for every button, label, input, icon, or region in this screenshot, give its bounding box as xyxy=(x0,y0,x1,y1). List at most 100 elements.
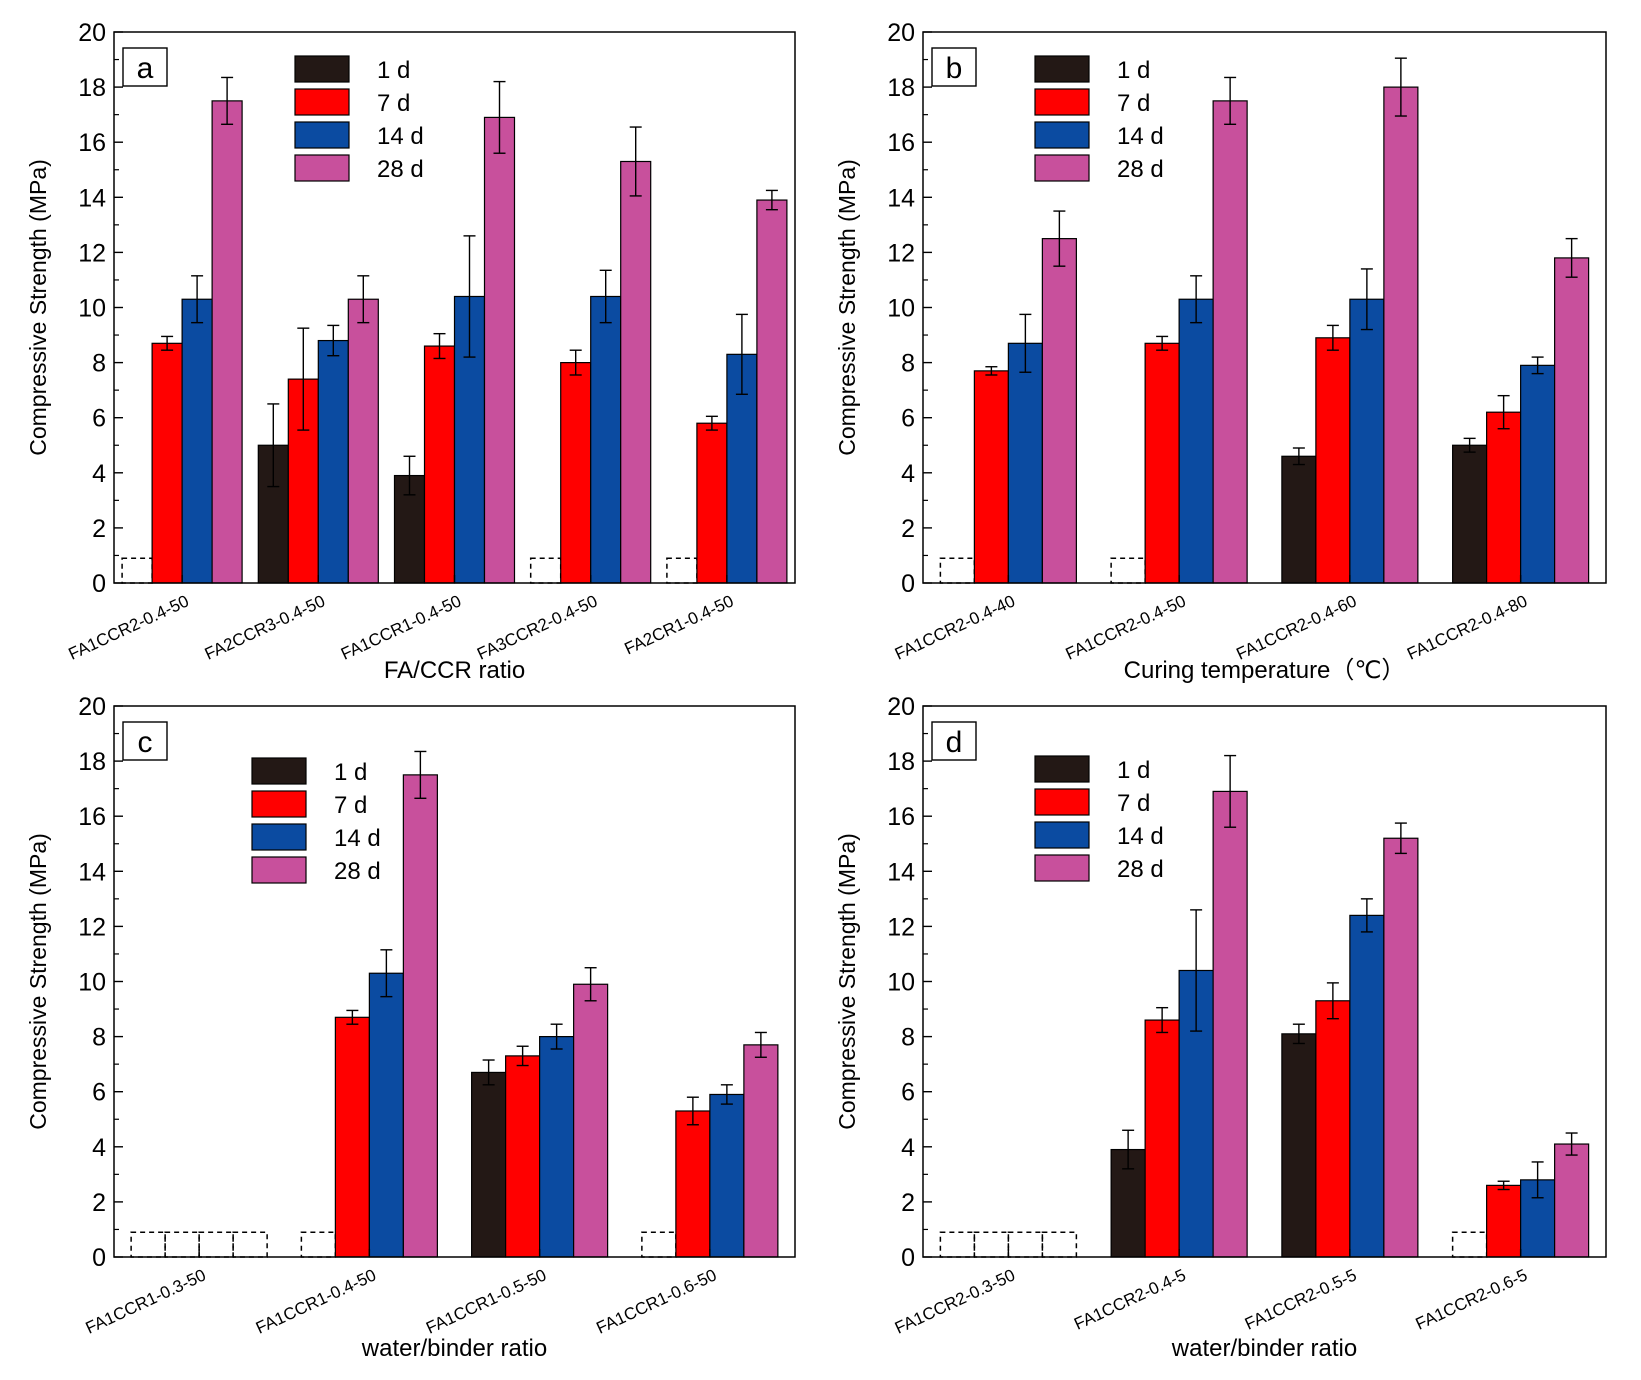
error-bar xyxy=(191,275,204,324)
bar-28d-3 xyxy=(743,1044,779,1258)
bar-28d-3 xyxy=(1554,257,1590,584)
error-bar xyxy=(482,1059,495,1086)
y-tick-label: 12 xyxy=(887,913,915,941)
bar-not-measured xyxy=(164,1231,200,1258)
bar-not-measured xyxy=(529,557,562,584)
y-tick-label: 20 xyxy=(887,19,915,47)
y-tick-label: 4 xyxy=(92,460,106,488)
bar-28d-0 xyxy=(1041,238,1077,584)
error-bar xyxy=(1156,335,1169,351)
bar-not-measured xyxy=(641,1231,677,1258)
bar-1d-2 xyxy=(1281,455,1317,584)
y-tick-label: 6 xyxy=(901,405,915,433)
bar-14d-0 xyxy=(181,298,213,584)
panel-label: c xyxy=(138,726,153,759)
bar-7d-3 xyxy=(1486,1184,1522,1258)
x-tick-label: FA1CCR2-0.4-60 xyxy=(1233,591,1359,663)
legend: 1 d 7 d 14 d 28 d xyxy=(294,55,424,183)
bar-7d-0 xyxy=(151,342,183,584)
error-bar xyxy=(1019,313,1032,373)
bar-not-measured xyxy=(1451,1231,1488,1258)
bar-not-measured xyxy=(300,1231,337,1258)
panel-label: d xyxy=(946,726,963,759)
legend-label: 1 d xyxy=(1117,57,1150,84)
error-bar xyxy=(267,403,280,488)
x-tick-label: FA3CCR2-0.4-50 xyxy=(474,591,600,663)
y-tick-label: 18 xyxy=(887,74,915,102)
y-tick-label: 12 xyxy=(887,239,915,267)
y-tick-label: 4 xyxy=(901,460,915,488)
error-bar xyxy=(1053,210,1066,267)
x-tick-label: FA1CCR2-0.5-5 xyxy=(1242,1265,1360,1333)
bar-not-measured xyxy=(973,1231,1010,1258)
x-tick-label: FA2CR1-0.4-50 xyxy=(622,591,737,658)
x-tick-label: FA1CCR2-0.3-50 xyxy=(892,1265,1018,1337)
error-bar xyxy=(1292,1023,1305,1045)
error-bar xyxy=(1394,822,1407,855)
y-tick-label: 18 xyxy=(78,74,106,102)
bar-not-measured xyxy=(1007,1231,1044,1258)
error-bar xyxy=(1326,324,1339,351)
y-tick-label: 8 xyxy=(901,1024,915,1052)
y-tick-label: 12 xyxy=(78,913,106,941)
error-bar xyxy=(754,1031,767,1058)
bar-7d-1 xyxy=(1144,342,1180,584)
bar-7d-2 xyxy=(505,1055,541,1258)
error-bar xyxy=(1565,1132,1578,1156)
y-tick-label: 16 xyxy=(887,129,915,157)
error-bar xyxy=(985,366,998,376)
bar-not-measured xyxy=(121,557,153,584)
error-bar xyxy=(1360,268,1373,331)
legend-label: 1 d xyxy=(334,759,367,786)
panel-label: a xyxy=(137,52,154,85)
legend-swatch-14d xyxy=(251,823,307,851)
legend-label: 14 d xyxy=(334,825,381,852)
error-bar xyxy=(1224,76,1237,125)
bar-28d-2 xyxy=(1383,837,1419,1258)
bar-not-measured xyxy=(130,1231,166,1258)
legend-swatch-7d xyxy=(251,790,307,818)
y-tick-label: 2 xyxy=(92,1189,106,1217)
bar-28d-1 xyxy=(1212,790,1248,1258)
y-tick-label: 8 xyxy=(92,1024,106,1052)
bar-28d-2 xyxy=(483,116,516,584)
error-bar xyxy=(599,269,612,324)
error-bar xyxy=(629,126,642,197)
error-bar xyxy=(346,1009,359,1025)
bar-7d-4 xyxy=(696,422,728,584)
legend-label: 28 d xyxy=(377,156,424,183)
panel-c: 0 2 4 6 8 10 12 14 16 18 20 FA1CCR1-0.3-50 FA1CCR1-0… xyxy=(25,693,796,1362)
bar-not-measured xyxy=(939,1231,976,1258)
error-bar xyxy=(1190,909,1203,1032)
error-bar xyxy=(297,327,310,431)
error-bar xyxy=(414,750,427,799)
y-tick-label: 0 xyxy=(901,570,915,598)
bars-group xyxy=(939,754,1590,1258)
bar-14d-1 xyxy=(317,339,349,584)
error-bar xyxy=(720,1084,733,1105)
legend-label: 14 d xyxy=(1117,823,1164,850)
bar-not-measured xyxy=(939,557,976,584)
bar-7d-1 xyxy=(1144,1019,1180,1258)
bar-14d-3 xyxy=(590,295,622,584)
bar-28d-1 xyxy=(347,298,379,584)
y-tick-label: 4 xyxy=(901,1134,915,1162)
error-bar xyxy=(1326,982,1339,1020)
error-bar xyxy=(1531,1161,1544,1199)
y-tick-label: 2 xyxy=(901,1189,915,1217)
bar-14d-3 xyxy=(709,1093,745,1258)
y-tick-label: 0 xyxy=(92,1244,106,1272)
panel-label-box xyxy=(122,721,168,761)
y-tick-label: 6 xyxy=(92,1079,106,1107)
y-tick-label: 8 xyxy=(92,350,106,378)
legend-swatch-7d xyxy=(294,88,350,116)
legend: 1 d 7 d 14 d 28 d xyxy=(1034,55,1164,183)
bars-group xyxy=(130,750,779,1258)
legend-swatch-28d xyxy=(1034,854,1090,882)
x-tick-label: FA1CCR2-0.4-80 xyxy=(1404,591,1530,663)
x-axis-label: Curing temperature（℃） xyxy=(1124,657,1406,684)
y-tick-label: 2 xyxy=(92,515,106,543)
x-tick-label: FA1CCR1-0.5-50 xyxy=(423,1265,549,1337)
error-bar xyxy=(735,313,748,395)
error-bar xyxy=(1156,1006,1169,1034)
